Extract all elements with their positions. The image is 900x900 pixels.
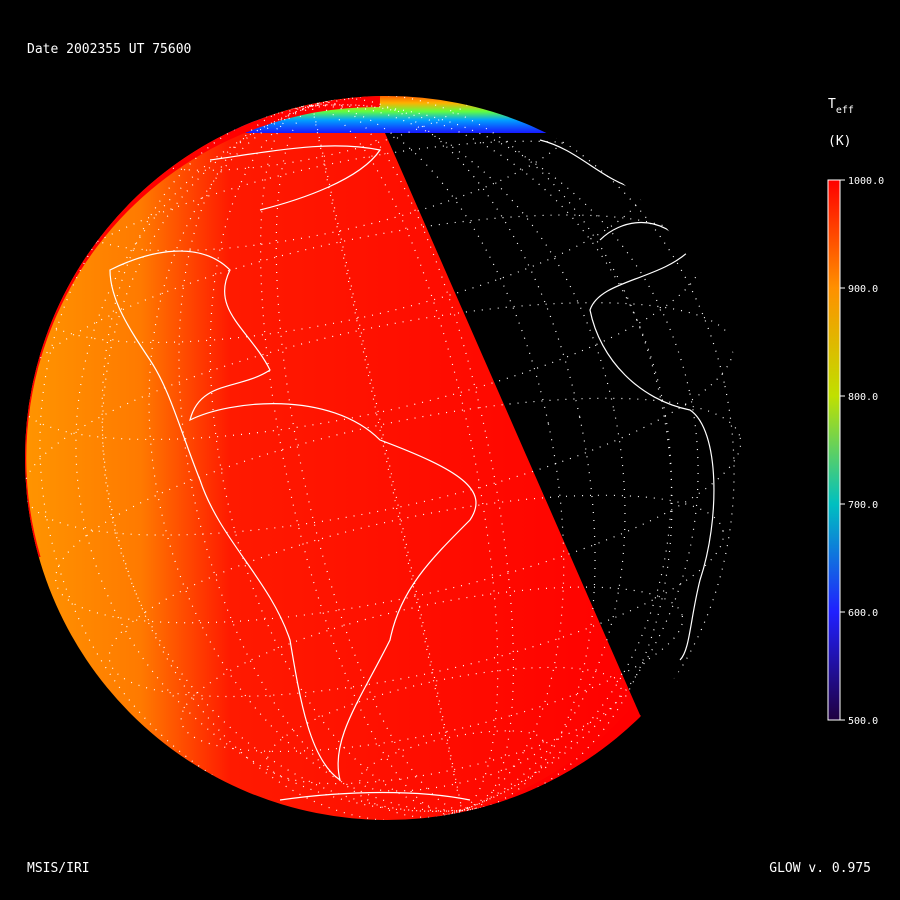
meridian <box>101 96 735 812</box>
parallel <box>265 666 622 785</box>
meridian <box>39 104 673 820</box>
meridian <box>25 104 699 820</box>
date-time: Date 2002355 UT 75600 <box>27 42 191 57</box>
colorbar-tick-label: 700.0 <box>848 500 878 511</box>
colorbar: Teff (K) 1000.0 900.0 800.0 700.0 600.0 500.0 <box>827 97 884 727</box>
colorbar-tick-label: 800.0 <box>848 392 878 403</box>
parallel <box>108 494 724 698</box>
colorbar-title-sub: eff <box>836 105 854 116</box>
meridian <box>178 104 565 819</box>
meridian <box>311 103 463 813</box>
footer-left: MSIS/IRI <box>27 861 90 876</box>
parallel <box>180 586 684 753</box>
footer-right: GLOW v. 0.975 <box>769 861 871 876</box>
parallel <box>359 730 544 792</box>
colorbar-unit: (K) <box>828 134 851 149</box>
colorbar-tick-label: 600.0 <box>848 608 878 619</box>
colorbar-title-main: T <box>828 97 836 112</box>
colorbar-title: Teff <box>828 97 854 116</box>
colorbar-scale <box>827 179 841 721</box>
meridian <box>209 97 596 812</box>
dayside <box>25 133 640 820</box>
globe <box>25 96 749 820</box>
colorbar-tick-label: 900.0 <box>848 284 878 295</box>
colorbar-tick-label: 500.0 <box>848 716 878 727</box>
parallel <box>55 397 742 624</box>
colorbar-tick-label: 1000.0 <box>848 176 884 187</box>
